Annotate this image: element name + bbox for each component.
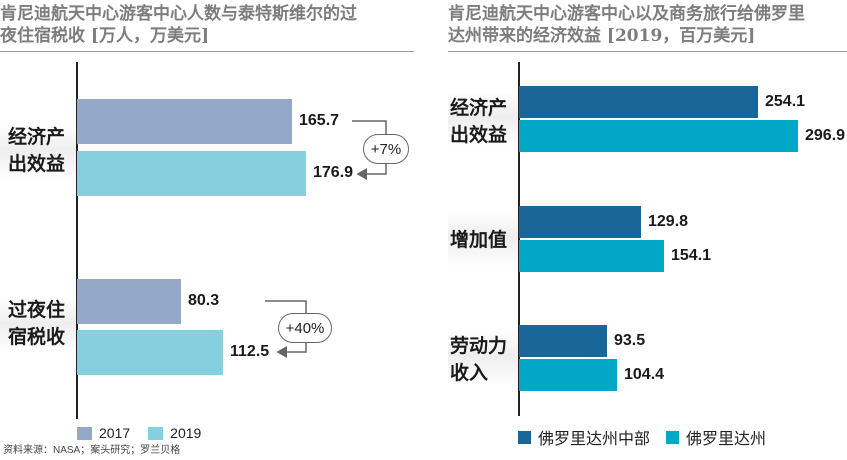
right-title-rule (448, 51, 847, 52)
right-category-band-3 (448, 330, 518, 386)
right-bar-state-labor-income (519, 359, 617, 391)
right-value-central-economic: 254.1 (765, 93, 806, 110)
legend-swatch-central-florida (518, 430, 531, 444)
right-bar-central-labor-income (519, 325, 607, 357)
left-title-line-2: 夜住宿税收 [万人，万美元] (0, 26, 210, 46)
left-category-label-1: 经济产 出效益 (8, 124, 65, 178)
legend-label-florida: 佛罗里达州 (686, 429, 767, 448)
right-bar-state-economic (519, 120, 798, 152)
right-title-line-1: 肯尼迪航天中心游客中心以及商务旅行给佛罗里 (448, 4, 805, 24)
left-category-label-2: 过夜住 宿税收 (8, 297, 65, 351)
growth-badge-lodging: +40% (278, 313, 332, 343)
left-category-2-line-1: 过夜住 (8, 299, 66, 321)
right-category-label-3: 劳动力 收入 (450, 333, 507, 387)
right-value-central-labor-income: 93.5 (614, 332, 646, 349)
right-category-1-line-2: 出效益 (450, 124, 508, 146)
legend-swatch-2017 (77, 426, 92, 440)
right-category-2-line-1: 增加值 (450, 229, 508, 251)
right-value-state-economic: 296.9 (805, 127, 846, 144)
right-category-band-1 (448, 92, 518, 148)
legend-label-2017: 2017 (99, 425, 131, 441)
left-chart-title: 肯尼迪航天中心游客中心人数与泰特斯维尔的过 夜住宿税收 [万人，万美元] (0, 3, 412, 47)
left-category-1-line-1: 经济产 (8, 126, 66, 148)
legend-label-2019: 2019 (170, 425, 202, 441)
legend-swatch-2019 (148, 426, 164, 440)
left-bar-2019-economic (77, 151, 306, 196)
left-legend: 2017 2019 (77, 425, 201, 441)
left-axis-line (76, 62, 78, 419)
right-category-band-2 (448, 212, 518, 268)
left-category-2-line-2: 宿税收 (8, 326, 66, 348)
right-category-1-line-1: 经济产 (450, 97, 508, 119)
right-bar-central-economic (519, 86, 758, 118)
left-category-band-1 (0, 125, 76, 181)
left-bar-2019-lodging (77, 330, 223, 375)
left-category-1-line-2: 出效益 (8, 153, 66, 175)
right-bar-state-value-added (519, 240, 664, 272)
left-bar-2017-lodging (77, 279, 181, 324)
right-chart-title: 肯尼迪航天中心游客中心以及商务旅行给佛罗里 达州带来的经济效益 [2019，百万… (448, 3, 847, 47)
left-value-2017-lodging: 80.3 (188, 292, 220, 309)
left-category-band-2 (0, 298, 76, 354)
right-value-state-value-added: 154.1 (671, 247, 712, 264)
right-legend: 佛罗里达州中部 佛罗里达州 (518, 425, 766, 449)
legend-swatch-florida (666, 430, 680, 444)
right-value-state-labor-income: 104.4 (624, 366, 665, 383)
left-bar-2017-economic (77, 99, 292, 144)
source-note: 资料来源：NASA；案头研究；罗兰贝格 (3, 445, 181, 456)
right-category-label-2: 增加值 (450, 227, 507, 254)
legend-label-central-florida: 佛罗里达州中部 (538, 429, 651, 448)
growth-badge-economic: +7% (363, 134, 409, 164)
right-bar-central-value-added (519, 206, 641, 238)
left-title-line-1: 肯尼迪航天中心游客中心人数与泰特斯维尔的过 (0, 4, 357, 24)
left-title-rule (0, 51, 414, 52)
right-title-line-2: 达州带来的经济效益 [2019，百万美元] (448, 26, 756, 46)
left-value-2019-lodging: 112.5 (230, 343, 270, 360)
right-category-label-1: 经济产 出效益 (450, 95, 507, 149)
right-category-3-line-2: 收入 (450, 362, 489, 384)
left-value-2019-economic: 176.9 (313, 164, 354, 181)
right-axis-line (518, 62, 520, 416)
left-value-2017-economic: 165.7 (299, 112, 340, 129)
right-value-central-value-added: 129.8 (648, 213, 689, 230)
right-category-3-line-1: 劳动力 (450, 335, 508, 357)
